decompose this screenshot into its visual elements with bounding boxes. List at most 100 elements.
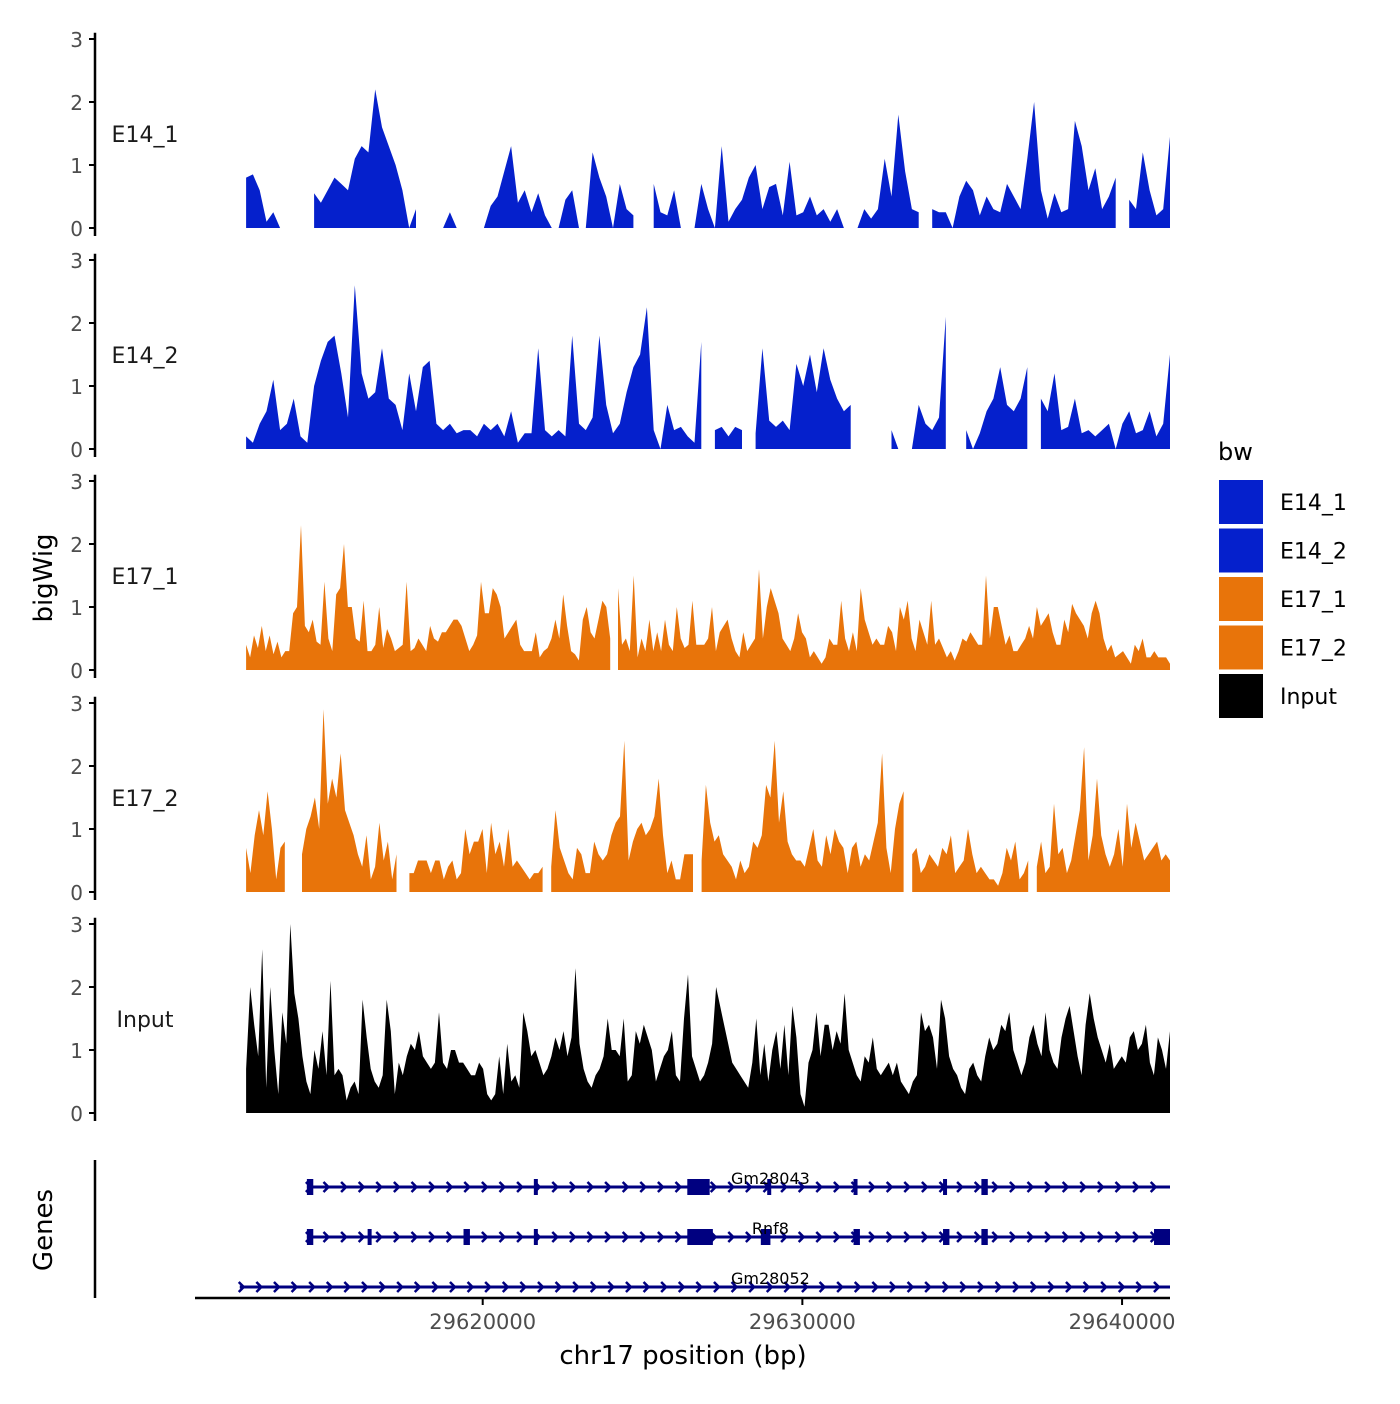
- strand-arrow: [431, 1281, 440, 1293]
- exon: [367, 1229, 372, 1245]
- exon: [306, 1229, 314, 1245]
- strand-arrow: [833, 1181, 841, 1193]
- strand-arrow: [815, 1181, 824, 1193]
- y-tick-label: 1: [70, 818, 83, 842]
- strand-arrow: [727, 1181, 736, 1193]
- strand-arrow: [730, 1281, 739, 1293]
- y-tick-label: 3: [70, 913, 83, 937]
- strand-arrow: [378, 1281, 387, 1293]
- legend-label: E14_1: [1280, 491, 1347, 516]
- exon: [1154, 1229, 1170, 1245]
- strand-arrow: [797, 1181, 806, 1193]
- legend-swatch: [1219, 625, 1263, 670]
- strand-arrow: [1132, 1181, 1140, 1193]
- legend-label: E17_2: [1280, 637, 1347, 662]
- y-tick-label: 2: [70, 976, 83, 1000]
- strand-arrow: [607, 1281, 616, 1293]
- strand-arrow: [1082, 1281, 1091, 1293]
- legend-swatch: [1219, 577, 1263, 621]
- exon: [767, 1179, 772, 1195]
- track-label: E17_2: [112, 787, 179, 812]
- strand-arrow: [396, 1281, 404, 1293]
- strand-arrow: [498, 1231, 507, 1243]
- strand-arrow: [621, 1231, 630, 1243]
- y-axis-label: bigWig: [29, 533, 59, 622]
- strand-arrow: [1044, 1231, 1052, 1243]
- legend-swatch: [1219, 480, 1263, 524]
- x-tick-label: 29630000: [749, 1310, 856, 1334]
- track-input: 0 1 2 3 Input: [70, 913, 1171, 1126]
- strand-arrow: [853, 1281, 862, 1293]
- exon: [853, 1179, 858, 1195]
- y-tick-label: 3: [70, 28, 83, 52]
- strand-arrow: [713, 1281, 721, 1293]
- strand-arrow: [516, 1181, 524, 1193]
- strand-arrow: [1026, 1231, 1035, 1243]
- strand-arrow: [1149, 1181, 1158, 1193]
- strand-arrow: [889, 1281, 897, 1293]
- strand-arrow: [1097, 1181, 1105, 1193]
- transcript-rnf8: Rnf8: [305, 1219, 1170, 1245]
- strand-arrow: [428, 1231, 436, 1243]
- strand-arrow: [903, 1181, 912, 1193]
- strand-arrow: [357, 1231, 366, 1243]
- exon: [943, 1229, 950, 1245]
- strand-arrow: [551, 1181, 560, 1193]
- strand-arrow: [604, 1181, 612, 1193]
- strand-arrow: [973, 1231, 982, 1243]
- strand-arrow: [977, 1281, 985, 1293]
- strand-arrow: [463, 1181, 472, 1193]
- y-tick-label: 3: [70, 470, 83, 494]
- track-e17-1: 0 1 2 3 E17_1: [70, 470, 1171, 683]
- legend: bw E14_1 E14_2 E17_1 E17_2 Input: [1218, 438, 1347, 718]
- strand-arrow: [569, 1231, 577, 1243]
- strand-arrow: [695, 1281, 704, 1293]
- y-tick-label: 0: [70, 659, 83, 683]
- strand-arrow: [340, 1231, 348, 1243]
- strand-arrow: [765, 1281, 774, 1293]
- strand-arrow: [903, 1231, 912, 1243]
- track-label: E17_1: [112, 565, 179, 590]
- strand-arrow: [818, 1281, 827, 1293]
- strand-arrow: [885, 1231, 894, 1243]
- strand-arrow: [537, 1281, 545, 1293]
- strand-arrow: [833, 1231, 841, 1243]
- strand-arrow: [1153, 1281, 1161, 1293]
- strand-arrow: [393, 1181, 401, 1193]
- strand-arrow: [780, 1181, 788, 1193]
- y-tick-label: 3: [70, 249, 83, 273]
- strand-arrow: [797, 1231, 806, 1243]
- track-e14-2: 0 1 2 3 E14_2: [70, 249, 1171, 462]
- legend-label: E14_2: [1280, 540, 1347, 565]
- strand-arrow: [991, 1231, 1000, 1243]
- strand-arrow: [657, 1231, 665, 1243]
- strand-arrow: [677, 1281, 686, 1293]
- strand-arrow: [1009, 1231, 1017, 1243]
- strand-arrow: [674, 1181, 683, 1193]
- strand-arrow: [413, 1281, 422, 1293]
- strand-arrow: [1061, 1231, 1070, 1243]
- legend-label: Input: [1280, 685, 1337, 710]
- strand-arrow: [586, 1181, 595, 1193]
- strand-arrow: [956, 1181, 964, 1193]
- strand-arrow: [906, 1281, 915, 1293]
- strand-arrow: [343, 1281, 352, 1293]
- legend-label: E17_1: [1280, 588, 1347, 613]
- area-series-e17-2: [246, 709, 1171, 892]
- y-tick-label: 2: [70, 91, 83, 115]
- strand-arrow: [709, 1181, 718, 1193]
- y-tick-label: 1: [70, 375, 83, 399]
- strand-arrow: [1012, 1281, 1020, 1293]
- area-series-input: [246, 924, 1171, 1113]
- area-series-e14-1: [246, 89, 1171, 229]
- exon: [853, 1229, 860, 1245]
- strand-arrow: [481, 1181, 489, 1193]
- exon: [687, 1179, 710, 1195]
- strand-arrow: [410, 1231, 419, 1243]
- strand-arrow: [375, 1231, 384, 1243]
- strand-arrow: [815, 1231, 824, 1243]
- transcript-gm28052: Gm28052: [237, 1269, 1170, 1293]
- strand-arrow: [1061, 1181, 1070, 1193]
- exon: [463, 1229, 470, 1245]
- strand-arrow: [1114, 1231, 1123, 1243]
